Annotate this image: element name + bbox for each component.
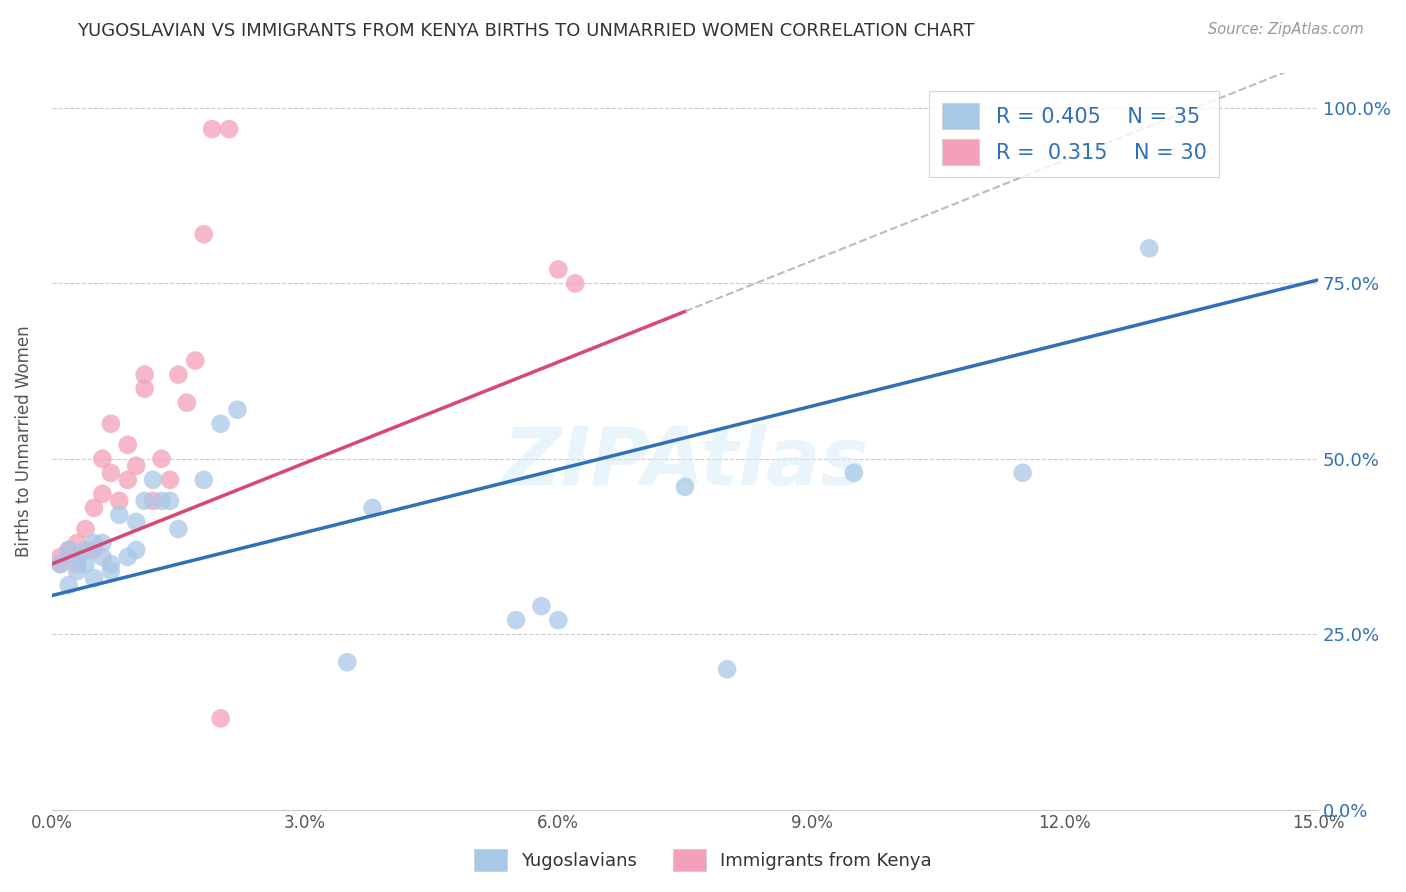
Point [150, 451, 173, 466]
Point [159, 473, 181, 487]
Point [505, 613, 527, 627]
Point [108, 494, 131, 508]
Point [117, 549, 139, 564]
Point [117, 473, 139, 487]
Point [100, 466, 122, 480]
Point [49, 557, 72, 571]
Point [66, 564, 89, 578]
Text: Source: ZipAtlas.com: Source: ZipAtlas.com [1208, 22, 1364, 37]
Point [673, 480, 696, 494]
Point [134, 368, 156, 382]
Point [108, 508, 131, 522]
Text: YUGOSLAVIAN VS IMMIGRANTS FROM KENYA BIRTHS TO UNMARRIED WOMEN CORRELATION CHART: YUGOSLAVIAN VS IMMIGRANTS FROM KENYA BIR… [77, 22, 974, 40]
Y-axis label: Births to Unmarried Women: Births to Unmarried Women [15, 326, 32, 558]
Point [547, 613, 569, 627]
Point [193, 227, 215, 242]
Point [1011, 466, 1033, 480]
Point [193, 473, 215, 487]
Point [83, 543, 105, 558]
Point [842, 466, 865, 480]
Point [142, 473, 165, 487]
Legend: R = 0.405    N = 35, R =  0.315    N = 30: R = 0.405 N = 35, R = 0.315 N = 30 [929, 91, 1219, 177]
Point [117, 438, 139, 452]
Point [167, 522, 190, 536]
Point [361, 500, 384, 515]
Point [336, 655, 359, 669]
Point [83, 536, 105, 550]
Point [66, 536, 89, 550]
Point [226, 402, 249, 417]
Point [159, 494, 181, 508]
Point [134, 494, 156, 508]
Point [91, 536, 114, 550]
Point [167, 368, 190, 382]
Legend: Yugoslavians, Immigrants from Kenya: Yugoslavians, Immigrants from Kenya [467, 842, 939, 879]
Point [58, 543, 80, 558]
Point [142, 494, 165, 508]
Point [209, 711, 232, 725]
Point [134, 382, 156, 396]
Point [75, 557, 97, 571]
Point [150, 494, 173, 508]
Point [209, 417, 232, 431]
Point [75, 543, 97, 558]
Point [218, 122, 240, 136]
Point [66, 549, 89, 564]
Point [49, 549, 72, 564]
Point [58, 578, 80, 592]
Point [530, 599, 553, 613]
Text: ZIPAtlas: ZIPAtlas [502, 425, 868, 502]
Point [125, 458, 148, 473]
Point [1137, 241, 1160, 255]
Point [125, 515, 148, 529]
Point [83, 500, 105, 515]
Point [547, 262, 569, 277]
Point [176, 395, 198, 409]
Point [91, 549, 114, 564]
Point [66, 557, 89, 571]
Point [83, 571, 105, 585]
Point [201, 122, 224, 136]
Point [91, 487, 114, 501]
Point [49, 557, 72, 571]
Point [100, 417, 122, 431]
Point [716, 662, 738, 676]
Point [564, 277, 586, 291]
Point [184, 353, 207, 368]
Point [125, 543, 148, 558]
Point [100, 557, 122, 571]
Point [75, 522, 97, 536]
Point [91, 451, 114, 466]
Point [58, 543, 80, 558]
Point [100, 564, 122, 578]
